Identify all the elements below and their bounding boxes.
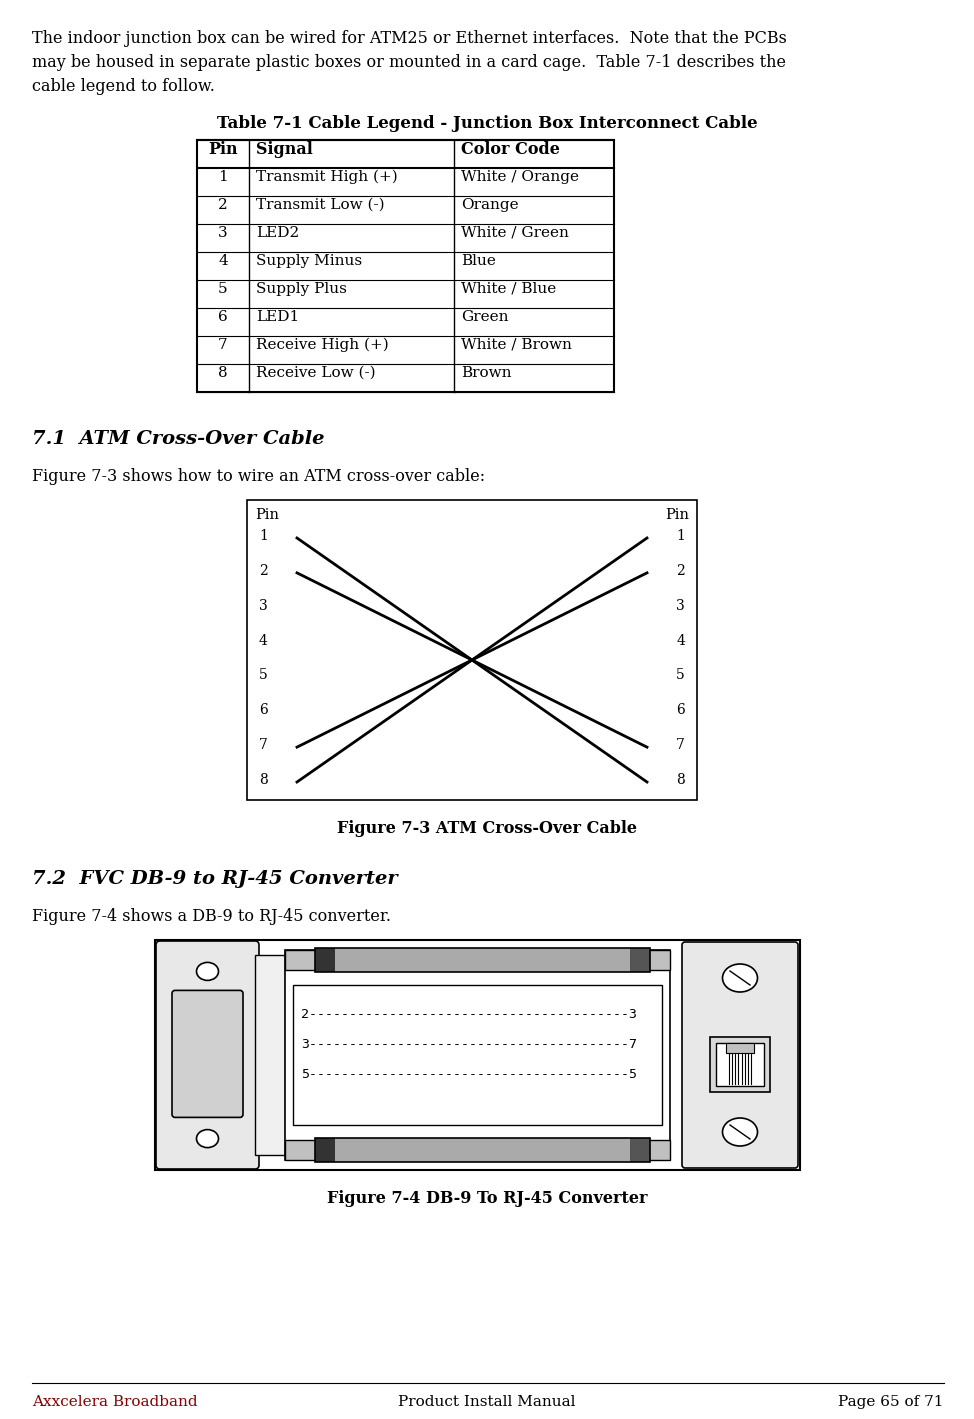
- Text: Figure 7-4 DB-9 To RJ-45 Converter: Figure 7-4 DB-9 To RJ-45 Converter: [326, 1191, 648, 1208]
- Bar: [255, 955, 285, 1155]
- Text: Orange: Orange: [461, 199, 518, 211]
- Bar: [726, 1043, 754, 1053]
- Bar: [335, 948, 630, 972]
- Text: LED1: LED1: [256, 309, 299, 324]
- Text: Signal: Signal: [256, 140, 313, 158]
- Bar: [630, 948, 650, 972]
- Text: 7.2  FVC DB-9 to RJ-45 Converter: 7.2 FVC DB-9 to RJ-45 Converter: [32, 870, 397, 888]
- Text: 8: 8: [218, 366, 228, 380]
- Text: Pin: Pin: [665, 508, 689, 522]
- Text: 7: 7: [259, 738, 268, 752]
- Text: Receive High (+): Receive High (+): [256, 338, 389, 352]
- Text: 5: 5: [676, 668, 685, 683]
- Text: 3: 3: [218, 226, 228, 240]
- Text: LED2: LED2: [256, 226, 299, 240]
- Bar: [197, 140, 614, 392]
- Text: Brown: Brown: [461, 366, 511, 380]
- Text: 4: 4: [218, 254, 228, 268]
- Bar: [285, 949, 670, 1159]
- Text: Figure 7-4 shows a DB-9 to RJ-45 converter.: Figure 7-4 shows a DB-9 to RJ-45 convert…: [32, 908, 391, 925]
- Text: Transmit High (+): Transmit High (+): [256, 170, 397, 184]
- FancyBboxPatch shape: [682, 942, 798, 1168]
- Text: 5: 5: [259, 668, 268, 683]
- Text: 3: 3: [259, 599, 268, 613]
- Ellipse shape: [723, 1118, 758, 1147]
- Text: 2: 2: [676, 563, 685, 578]
- Bar: [315, 1138, 650, 1162]
- Bar: [285, 949, 670, 971]
- Text: 4: 4: [259, 633, 268, 647]
- Text: Figure 7-3 shows how to wire an ATM cross-over cable:: Figure 7-3 shows how to wire an ATM cros…: [32, 468, 485, 485]
- Text: 7.1  ATM Cross-Over Cable: 7.1 ATM Cross-Over Cable: [32, 430, 324, 448]
- FancyBboxPatch shape: [156, 941, 259, 1169]
- Text: Blue: Blue: [461, 254, 496, 268]
- Bar: [710, 1037, 770, 1093]
- Text: 5----------------------------------------5: 5---------------------------------------…: [301, 1069, 637, 1081]
- Bar: [315, 948, 650, 972]
- Text: White / Green: White / Green: [461, 226, 569, 240]
- Text: 2: 2: [259, 563, 268, 578]
- Bar: [315, 1138, 335, 1162]
- Ellipse shape: [197, 1130, 218, 1148]
- Bar: [315, 948, 335, 972]
- Text: 7: 7: [218, 338, 228, 352]
- Text: 1: 1: [676, 529, 685, 543]
- Text: 2----------------------------------------3: 2---------------------------------------…: [301, 1009, 637, 1022]
- Text: Pin: Pin: [208, 140, 238, 158]
- Text: Color Code: Color Code: [461, 140, 560, 158]
- Bar: [335, 1138, 630, 1162]
- Text: Page 65 of 71: Page 65 of 71: [839, 1395, 944, 1409]
- Text: 1: 1: [218, 170, 228, 184]
- FancyBboxPatch shape: [172, 990, 243, 1117]
- Text: Supply Plus: Supply Plus: [256, 282, 347, 297]
- Text: Axxcelera Broadband: Axxcelera Broadband: [32, 1395, 198, 1409]
- Text: cable legend to follow.: cable legend to follow.: [32, 78, 215, 95]
- Text: 8: 8: [676, 773, 685, 788]
- Text: The indoor junction box can be wired for ATM25 or Ethernet interfaces.  Note tha: The indoor junction box can be wired for…: [32, 30, 787, 47]
- Bar: [630, 1138, 650, 1162]
- Text: 6: 6: [676, 704, 685, 717]
- Text: Figure 7-3 ATM Cross-Over Cable: Figure 7-3 ATM Cross-Over Cable: [337, 820, 637, 837]
- Text: 2: 2: [218, 199, 228, 211]
- Text: White / Brown: White / Brown: [461, 338, 572, 352]
- Bar: [716, 1043, 764, 1087]
- Text: Green: Green: [461, 309, 508, 324]
- Text: 3----------------------------------------7: 3---------------------------------------…: [301, 1039, 637, 1051]
- Text: Supply Minus: Supply Minus: [256, 254, 362, 268]
- Bar: [247, 499, 697, 800]
- Text: 8: 8: [259, 773, 268, 788]
- Text: Table 7-1 Cable Legend - Junction Box Interconnect Cable: Table 7-1 Cable Legend - Junction Box In…: [216, 115, 758, 132]
- Text: 5: 5: [218, 282, 228, 297]
- Bar: [293, 985, 662, 1125]
- Ellipse shape: [723, 964, 758, 992]
- Text: White / Orange: White / Orange: [461, 170, 579, 184]
- Text: 4: 4: [676, 633, 685, 647]
- Text: White / Blue: White / Blue: [461, 282, 556, 297]
- Text: 3: 3: [676, 599, 685, 613]
- Bar: [285, 1139, 670, 1159]
- Text: 6: 6: [259, 704, 268, 717]
- Text: 6: 6: [218, 309, 228, 324]
- Text: 1: 1: [259, 529, 268, 543]
- Text: may be housed in separate plastic boxes or mounted in a card cage.  Table 7-1 de: may be housed in separate plastic boxes …: [32, 54, 786, 71]
- Text: Product Install Manual: Product Install Manual: [398, 1395, 576, 1409]
- Text: Pin: Pin: [255, 508, 279, 522]
- Text: 7: 7: [676, 738, 685, 752]
- Text: Receive Low (-): Receive Low (-): [256, 366, 376, 380]
- Bar: [155, 939, 800, 1171]
- Ellipse shape: [197, 962, 218, 981]
- Text: Transmit Low (-): Transmit Low (-): [256, 199, 385, 211]
